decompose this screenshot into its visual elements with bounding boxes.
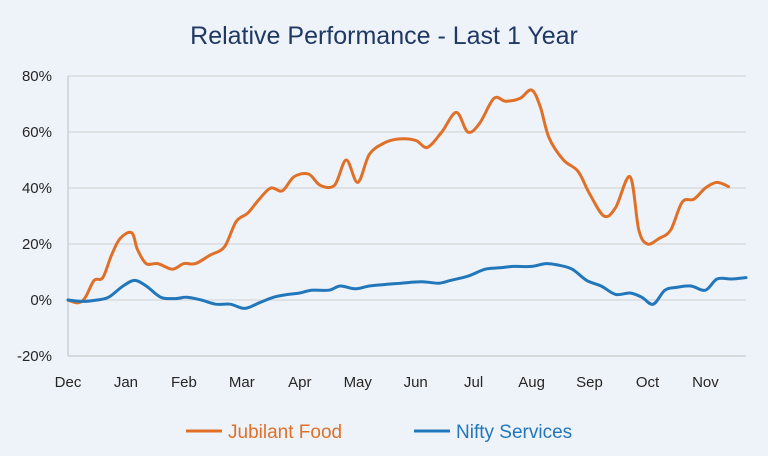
chart-title: Relative Performance - Last 1 Year bbox=[190, 22, 578, 50]
legend-label: Nifty Services bbox=[456, 422, 572, 443]
y-tick-label: 40% bbox=[22, 180, 52, 197]
x-tick-label: Apr bbox=[288, 374, 311, 391]
x-tick-label: Mar bbox=[229, 374, 255, 391]
gridlines bbox=[67, 75, 746, 357]
y-tick-label: -20% bbox=[17, 348, 52, 365]
x-tick-label: Jan bbox=[114, 374, 138, 391]
series-lines bbox=[66, 88, 748, 310]
series-line-1 bbox=[66, 88, 731, 305]
x-tick-label: May bbox=[344, 374, 373, 391]
x-tick-label: Dec bbox=[55, 374, 82, 391]
y-tick-label: 80% bbox=[22, 68, 52, 85]
y-tick-label: 0% bbox=[30, 292, 52, 309]
y-tick-label: 60% bbox=[22, 124, 52, 141]
x-tick-label: Nov bbox=[692, 374, 719, 391]
x-tick-label: Sep bbox=[576, 374, 603, 391]
x-axis-ticks: Dec Jan Feb Mar Apr May Jun Jul Aug Sep Oct Nov bbox=[55, 374, 720, 391]
series-line-2 bbox=[66, 262, 748, 310]
x-tick-label: Aug bbox=[518, 374, 545, 391]
x-tick-label: Jul bbox=[464, 374, 483, 391]
x-tick-label: Feb bbox=[171, 374, 197, 391]
y-axis-ticks: 80% 60% 40% 20% 0% -20% bbox=[17, 68, 52, 365]
legend-label: Jubilant Food bbox=[228, 422, 342, 443]
legend: Jubilant Food Nifty Services bbox=[186, 422, 572, 443]
x-tick-label: Jun bbox=[404, 374, 428, 391]
y-tick-label: 20% bbox=[22, 236, 52, 253]
x-tick-label: Oct bbox=[636, 374, 660, 391]
